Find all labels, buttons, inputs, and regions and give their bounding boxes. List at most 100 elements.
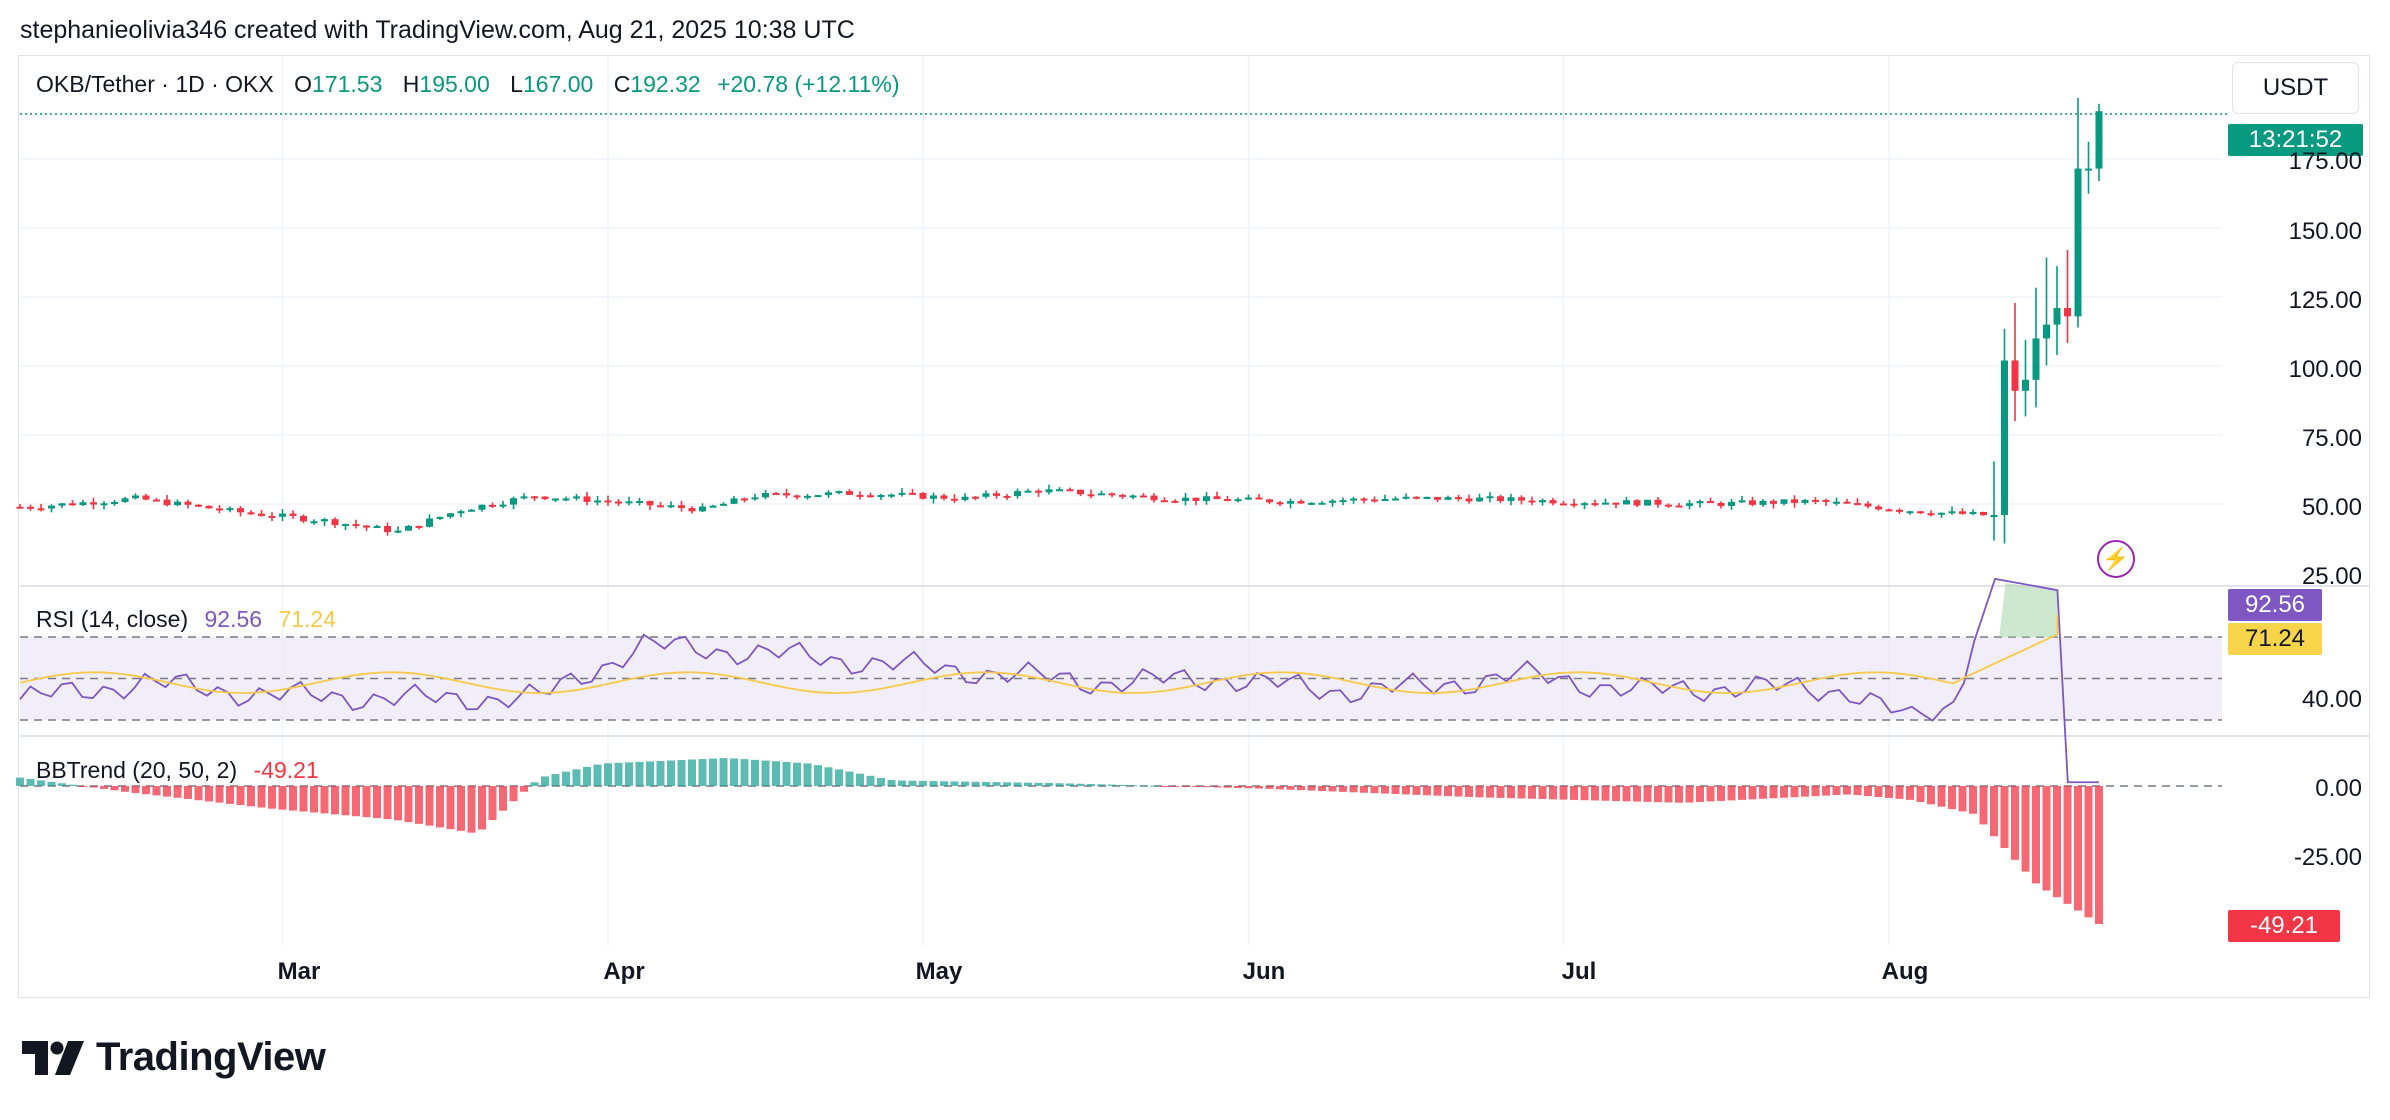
month-label: Apr: [603, 958, 645, 985]
candle-body: [583, 496, 591, 502]
bbtrend-bar: [1307, 786, 1316, 791]
candle-body: [1066, 489, 1074, 492]
bbtrend-bar: [1580, 786, 1589, 801]
candle-body: [1434, 496, 1441, 500]
bbtrend-bar: [898, 780, 906, 786]
bbtrend-bar: [1118, 784, 1127, 786]
bbtrend-bar: [1097, 784, 1106, 786]
tradingview-logo-text: TradingView: [96, 1035, 326, 1079]
bbtrend-bar: [772, 761, 780, 786]
candle-body: [604, 500, 612, 503]
candle-body: [247, 512, 255, 515]
rsi-value-tag: 92.56: [2228, 589, 2322, 621]
bbtrend-bar: [320, 786, 329, 814]
candle-body: [1098, 493, 1105, 496]
price-axis-label: 175.00: [2288, 148, 2362, 175]
candle-body: [111, 502, 118, 505]
candle-body: [300, 515, 307, 522]
bbtrend-axis-label: -25.00: [2293, 844, 2362, 871]
bbtrend-bar: [1318, 786, 1326, 792]
candle-body: [1780, 499, 1788, 504]
candle-body: [1392, 498, 1399, 501]
candle-body: [132, 495, 139, 499]
month-label: Jul: [1561, 958, 1597, 985]
candle-body: [1056, 489, 1063, 492]
candle-body: [1969, 511, 1977, 514]
candle-body: [930, 495, 937, 499]
candle-body: [1245, 497, 1252, 500]
bbtrend-bar: [1108, 784, 1116, 786]
candle-body: [1948, 511, 1956, 514]
bbtrend-bar: [1570, 786, 1578, 800]
bbtrend-bar: [341, 786, 350, 816]
candle-body: [1654, 499, 1662, 505]
bbtrend-bar: [2021, 786, 2030, 872]
candle-body: [1455, 497, 1462, 500]
candle-body: [142, 495, 150, 500]
bbtrend-bar: [1013, 782, 1022, 786]
bbtrend-bar: [1202, 786, 1211, 788]
candle-body: [1717, 502, 1725, 506]
candle-body: [2095, 111, 2103, 169]
bbtrend-bar: [2042, 786, 2051, 891]
chart-frame[interactable]: [18, 55, 2370, 998]
symbol-legend[interactable]: OKB/Tether · 1D · OKX O171.53 H195.00 L1…: [36, 71, 900, 98]
candle-body: [48, 505, 55, 509]
candle-body: [16, 506, 24, 509]
bbtrend-bar: [1675, 786, 1683, 803]
rsi-ma-line: [19, 615, 2059, 694]
rsi-legend[interactable]: RSI (14, close) 92.56 71.24: [36, 606, 336, 633]
bbtrend-bar: [1423, 786, 1431, 796]
bbtrend-bar: [919, 780, 927, 786]
candle-body: [37, 508, 45, 511]
bbtrend-bar: [1748, 786, 1757, 800]
bbtrend-bar: [1381, 786, 1389, 794]
candle-body: [1759, 500, 1767, 505]
bbtrend-bar: [1916, 786, 1925, 802]
bbtrend-bar: [1412, 786, 1421, 795]
candle-body: [447, 513, 454, 517]
bbtrend-bar: [1255, 786, 1263, 789]
bbtrend-bar: [1696, 786, 1704, 802]
candle-body: [919, 493, 927, 499]
lightning-icon[interactable]: ⚡: [2097, 540, 2135, 578]
bbtrend-bar: [1003, 782, 1011, 786]
tradingview-logo[interactable]: TradingView: [22, 1035, 326, 1080]
bbtrend-bar: [26, 779, 35, 786]
candle-body: [825, 492, 832, 496]
symbol-name[interactable]: OKB/Tether · 1D · OKX: [36, 71, 274, 97]
rsi-overbought-fill: [1999, 583, 2058, 637]
candle-body: [174, 501, 181, 506]
candle-body: [615, 501, 622, 504]
bbtrend-legend[interactable]: BBTrend (20, 50, 2) -49.21: [36, 757, 319, 784]
candle-body: [1129, 495, 1137, 498]
bbtrend-bar: [310, 786, 318, 813]
candle-body: [993, 493, 1000, 496]
bbtrend-bar: [1234, 786, 1242, 789]
candle-body: [499, 504, 507, 507]
bbtrend-bar: [1391, 786, 1400, 794]
bbtrend-bar: [1244, 786, 1253, 789]
candle-body: [541, 496, 549, 500]
currency-button[interactable]: USDT: [2232, 62, 2359, 114]
candle-body: [216, 508, 223, 511]
candle-body: [1381, 498, 1389, 501]
bbtrend-bar: [677, 759, 686, 786]
bbtrend-bar: [1549, 786, 1557, 800]
candle-body: [1171, 500, 1179, 503]
candle-body: [1528, 500, 1536, 503]
candle-body: [1843, 501, 1851, 504]
bbtrend-bar: [499, 786, 507, 811]
bbtrend-bar: [16, 777, 24, 786]
candle-body: [667, 505, 675, 508]
bbtrend-bar: [457, 786, 465, 831]
bbtrend-bar: [908, 780, 917, 786]
bbtrend-bar: [1717, 786, 1725, 801]
bbtrend-bar: [614, 762, 623, 786]
candle-body: [1003, 495, 1011, 498]
candle-body: [121, 498, 129, 503]
candle-body: [552, 498, 559, 501]
candle-body: [793, 495, 801, 498]
bbtrend-bar: [803, 763, 812, 786]
